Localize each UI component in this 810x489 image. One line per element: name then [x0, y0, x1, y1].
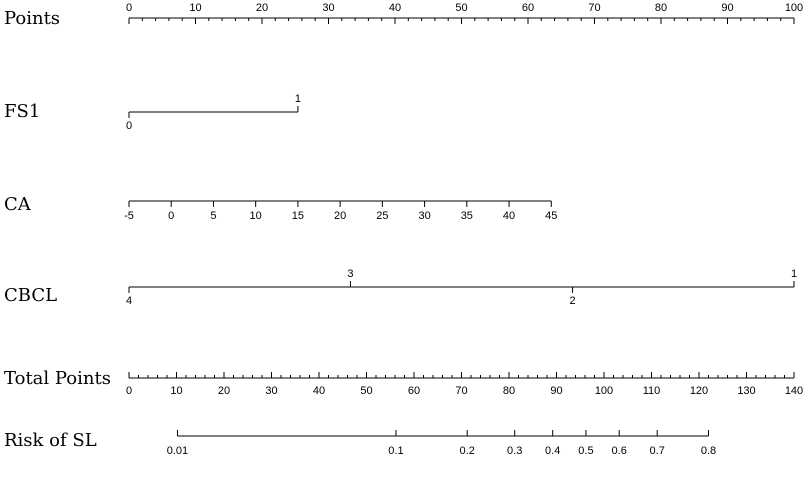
fs1-row-label: FS1	[4, 101, 40, 122]
ca-tick-label: 40	[503, 210, 515, 222]
total-points-tick-label: 20	[218, 385, 230, 397]
ca-tick-label: 5	[210, 210, 216, 222]
row-label-points: Points	[4, 8, 60, 29]
points-tick-label: 70	[588, 2, 600, 14]
risk-tick-label: 0.1	[388, 445, 403, 457]
total-points-tick-label: 130	[737, 385, 755, 397]
cbcl-level-label: 1	[791, 268, 797, 280]
fs1-level-label: 1	[295, 93, 301, 105]
total-points-tick-label: 10	[170, 385, 182, 397]
risk-tick-label: 0.01	[167, 445, 188, 457]
ca-tick-label: 25	[376, 210, 388, 222]
total-points-tick-label: 60	[408, 385, 420, 397]
ca-tick-label: 35	[461, 210, 473, 222]
total-points-tick-label: 120	[690, 385, 708, 397]
total-points-tick-label: 140	[785, 385, 803, 397]
total-points-tick-label: 90	[550, 385, 562, 397]
ca-tick-label: 15	[292, 210, 304, 222]
risk-tick-label: 0.4	[545, 445, 560, 457]
total-points-tick-label: 80	[503, 385, 515, 397]
points-tick-label: 40	[389, 2, 401, 14]
cbcl-level-label: 4	[126, 295, 132, 307]
row-label-fs1: FS1	[4, 101, 40, 122]
ca-tick-label: 45	[545, 210, 557, 222]
total-points-tick-label: 70	[455, 385, 467, 397]
points-tick-label: 10	[189, 2, 201, 14]
points-tick-label: 100	[785, 2, 803, 14]
total-points-tick-label: 40	[313, 385, 325, 397]
risk-tick-label: 0.5	[578, 445, 593, 457]
points-tick-label: 80	[655, 2, 667, 14]
row-label-risk: Risk of SL	[4, 430, 97, 451]
row-label-ca: CA	[4, 194, 32, 215]
points-tick-label: 0	[126, 2, 132, 14]
points-tick-label: 30	[322, 2, 334, 14]
points-tick-label: 90	[721, 2, 733, 14]
risk-tick-label: 0.3	[507, 445, 522, 457]
total-points-row-label: Total Points	[4, 368, 111, 389]
points-tick-label: 20	[256, 2, 268, 14]
risk-tick-label: 0.6	[612, 445, 627, 457]
total-points-tick-label: 50	[360, 385, 372, 397]
risk-row-label: Risk of SL	[4, 430, 97, 451]
ca-tick-label: -5	[124, 210, 134, 222]
total-points-tick-label: 0	[126, 385, 132, 397]
total-points-tick-label: 100	[595, 385, 613, 397]
row-label-total-points: Total Points	[4, 368, 111, 389]
points-tick-label: 50	[455, 2, 467, 14]
points-row-label: Points	[4, 8, 60, 29]
cbcl-level-label: 3	[347, 268, 353, 280]
total-points-tick-label: 110	[643, 385, 661, 397]
ca-row-label: CA	[4, 194, 32, 215]
risk-tick-label: 0.8	[701, 445, 716, 457]
total-points-tick-label: 30	[265, 385, 277, 397]
cbcl-level-label: 2	[569, 295, 575, 307]
ca-tick-label: 30	[418, 210, 430, 222]
risk-tick-label: 0.7	[650, 445, 665, 457]
risk-tick-label: 0.2	[460, 445, 475, 457]
fs1-level-label: 0	[126, 120, 132, 132]
points-tick-label: 60	[522, 2, 534, 14]
row-label-cbcl: CBCL	[4, 285, 57, 306]
ca-tick-label: 10	[250, 210, 262, 222]
ca-tick-label: 20	[334, 210, 346, 222]
cbcl-row-label: CBCL	[4, 285, 57, 306]
ca-tick-label: 0	[168, 210, 174, 222]
